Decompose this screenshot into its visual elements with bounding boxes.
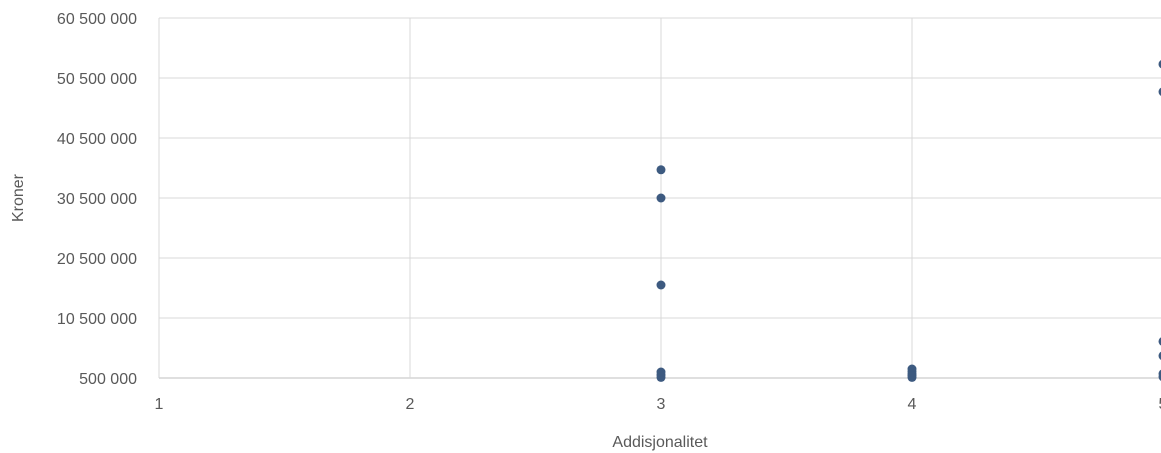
x-axis-title: Addisjonalitet [612,434,708,451]
y-tick-label: 500 000 [79,371,137,388]
y-axis-ticks: 500 000 10 500 000 20 500 000 30 500 000 40 … [57,11,137,388]
data-point [1158,337,1161,346]
y-tick-label: 40 500 000 [57,131,137,148]
data-point [1158,372,1161,381]
data-point [1158,87,1161,96]
x-tick-label: 2 [406,396,415,413]
x-tick-label: 4 [908,396,917,413]
data-point [656,165,666,175]
data-point [656,193,666,203]
y-tick-label: 20 500 000 [57,251,137,268]
data-point [656,372,666,382]
x-tick-label: 5 [1159,396,1161,413]
x-tick-label: 3 [657,396,666,413]
grid-lines [158,17,1161,379]
data-point [1158,351,1161,360]
x-axis-ticks: 1 2 3 4 5 [155,396,1161,413]
y-tick-label: 10 500 000 [57,311,137,328]
data-point [656,280,666,290]
data-point [907,372,917,382]
y-tick-label: 50 500 000 [57,71,137,88]
data-points [656,60,1161,382]
y-tick-label: 30 500 000 [57,191,137,208]
x-tick-label: 1 [155,396,164,413]
data-point [1158,60,1161,69]
y-axis-title: Kroner [10,173,27,222]
y-tick-label: 60 500 000 [57,11,137,28]
